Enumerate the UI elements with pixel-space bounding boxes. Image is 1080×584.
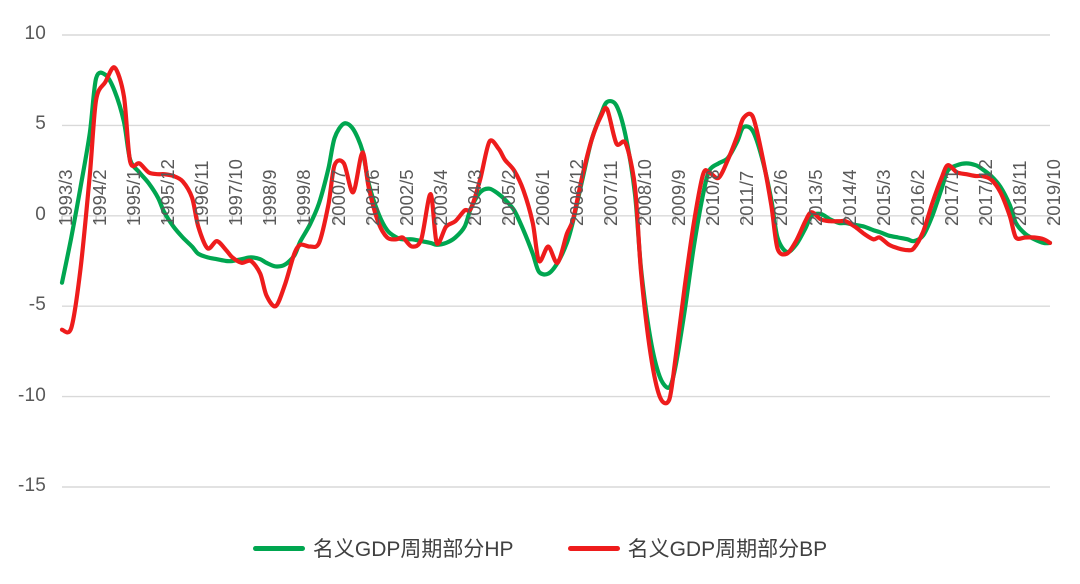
y-tick-label: 5: [35, 113, 46, 135]
x-tick-label: 2018/11: [1008, 160, 1030, 226]
gridline-group: [62, 34, 1050, 488]
legend-entry-hp[interactable]: 名义GDP周期部分HP: [252, 533, 514, 563]
x-tick-label: 2015/3: [872, 169, 894, 226]
x-tick-label: 1996/11: [191, 160, 213, 226]
x-tick-label: 2013/5: [804, 169, 826, 226]
y-tick-label: 10: [24, 23, 46, 44]
legend-color-swatch: [567, 545, 620, 551]
x-tick-label: 2010/8: [702, 169, 724, 226]
y-tick-label: 0: [35, 203, 46, 225]
x-tick-label: 2002/5: [395, 169, 417, 226]
x-tick-label: 2004/3: [463, 169, 485, 226]
legend-label: 名义GDP周期部分HP: [312, 538, 514, 561]
x-tick-label: 1998/9: [259, 169, 281, 226]
legend-color-swatch: [252, 545, 305, 551]
chart-legend: 名义GDP周期部分HP 名义GDP周期部分BP: [0, 524, 1080, 572]
x-tick-label: 1994/2: [89, 169, 111, 226]
x-tick-label: 2006/12: [566, 158, 588, 226]
x-tick-label: 1995/1: [123, 169, 145, 226]
x-tick-label: 2017/1: [940, 169, 962, 226]
x-tick-label: 2001/6: [361, 169, 383, 226]
x-tick-label: 2014/4: [838, 169, 860, 226]
x-tick-label: 1995/12: [157, 158, 179, 226]
legend-label: 名义GDP周期部分BP: [627, 538, 828, 561]
x-tick-label: 2017/12: [974, 158, 996, 226]
series-path-group: [59, 65, 1053, 406]
x-tick-label: 1997/10: [225, 158, 247, 226]
x-tick-label: 2019/10: [1043, 158, 1064, 226]
x-tick-label: 2016/2: [906, 169, 928, 226]
y-tick-label: -5: [28, 294, 46, 316]
x-tick-label: 2007/11: [600, 160, 622, 226]
x-tick-label: 2005/2: [497, 169, 519, 226]
x-tick-label: 2006/1: [531, 169, 553, 226]
x-tick-label: 2012/6: [770, 169, 792, 226]
x-tick-label: 2009/9: [668, 169, 690, 226]
x-tick-label: 2008/10: [634, 158, 656, 226]
series-line-hp: [59, 70, 1053, 390]
x-tick-label: 2003/4: [429, 169, 451, 226]
x-tick-label: 1993/3: [55, 169, 76, 226]
x-tick-mark-group: [61, 215, 1051, 223]
y-tick-label: -15: [17, 475, 46, 496]
x-tick-label: 2011/7: [736, 170, 758, 226]
y-tick-label: -10: [17, 384, 46, 406]
series-line-bp: [59, 65, 1053, 406]
x-tick-label: 1999/8: [293, 169, 315, 226]
x-tick-label: 2000/7: [327, 169, 349, 226]
legend-entry-bp[interactable]: 名义GDP周期部分BP: [567, 533, 828, 563]
